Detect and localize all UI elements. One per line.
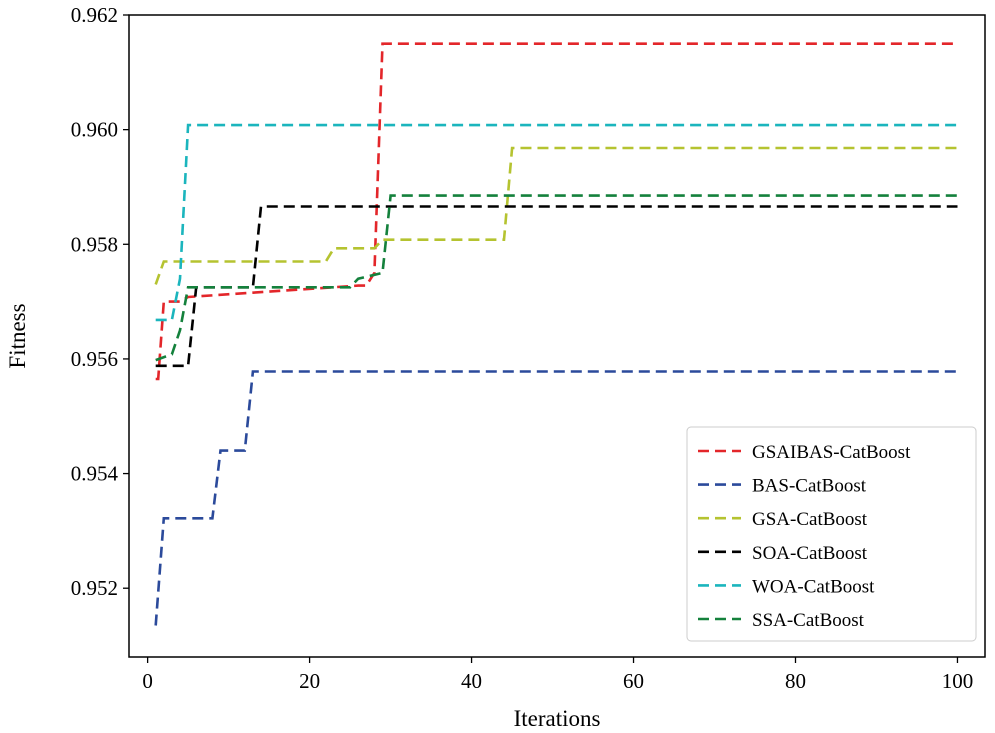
- x-axis: 0 20 40 60 80 100: [142, 657, 973, 693]
- legend-label: SSA-CatBoost: [752, 610, 865, 631]
- x-tick-label: 80: [785, 669, 806, 693]
- x-tick-label: 40: [461, 669, 482, 693]
- plot-area-frame: [128, 14, 986, 658]
- y-tick-label: 0.962: [71, 3, 118, 27]
- legend-label: GSAIBAS-CatBoost: [752, 442, 911, 463]
- y-axis: 0.952 0.954 0.956 0.958 0.960 0.962: [71, 3, 129, 600]
- series-line-gsa-catboost: [154, 146, 958, 285]
- legend: GSAIBAS-CatBoost BAS-CatBoost GSA-CatBoost…: [686, 426, 977, 642]
- x-tick-label: 0: [142, 669, 153, 693]
- y-tick-label: 0.956: [71, 347, 118, 371]
- y-tick-label: 0.952: [71, 576, 118, 600]
- legend-label: WOA-CatBoost: [752, 576, 875, 597]
- series-line-ssa-catboost: [155, 194, 958, 362]
- legend-label: GSA-CatBoost: [752, 509, 868, 530]
- x-axis-title: Iterations: [514, 706, 601, 731]
- y-tick-label: 0.958: [71, 232, 118, 256]
- x-tick-label: 100: [942, 669, 974, 693]
- legend-label: BAS-CatBoost: [752, 476, 867, 497]
- legend-frame: [686, 426, 977, 642]
- y-tick-label: 0.960: [71, 118, 118, 142]
- series-line-woa-catboost: [155, 123, 958, 322]
- y-tick-label: 0.954: [71, 462, 119, 486]
- series-line-gsaibas-catboost: [155, 42, 958, 381]
- x-tick-label: 20: [299, 669, 320, 693]
- legend-label: SOA-CatBoost: [752, 543, 868, 564]
- y-axis-title: Fitness: [5, 303, 30, 368]
- series-line-bas-catboost: [154, 370, 958, 626]
- x-tick-label: 60: [623, 669, 644, 693]
- series-layer: [154, 42, 958, 626]
